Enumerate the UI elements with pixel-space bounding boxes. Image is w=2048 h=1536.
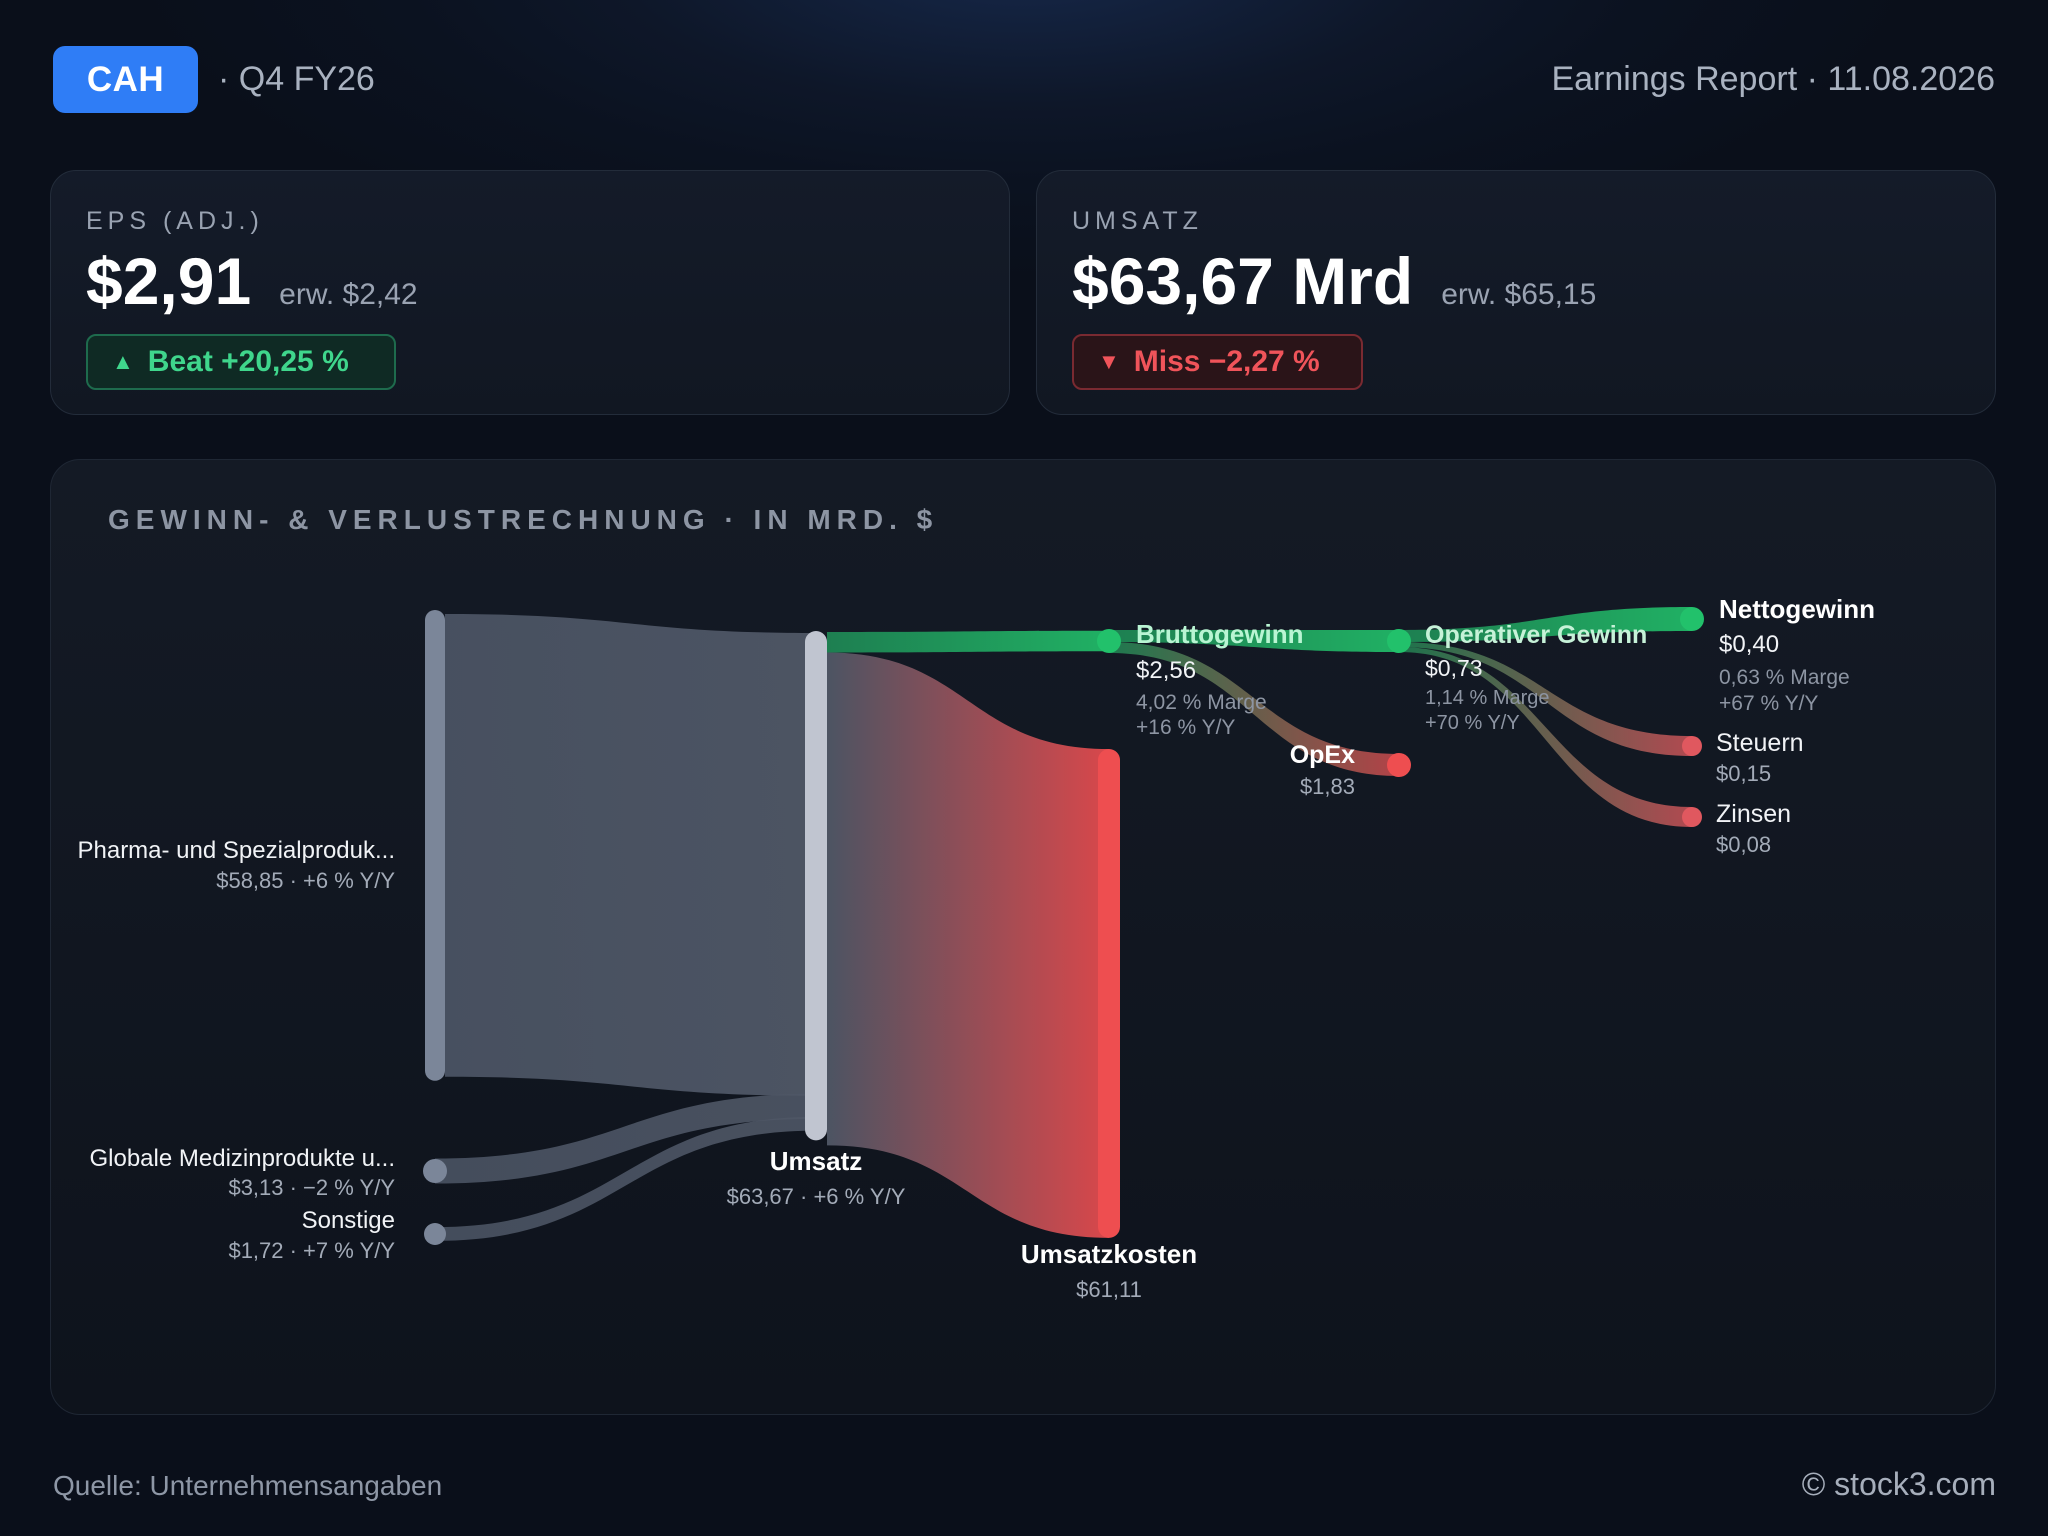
label-umsatz-value: $63,67 · +6 % Y/Y xyxy=(727,1184,906,1209)
label-steuern-value: $0,15 xyxy=(1716,761,1771,786)
label-steuern-name: Steuern xyxy=(1716,729,1804,757)
fiscal-period: · Q4 FY26 xyxy=(218,60,375,98)
eps-value-row: $2,91 erw. $2,42 xyxy=(86,243,418,319)
copyright[interactable]: © stock3.com xyxy=(1801,1466,1996,1502)
label-zinsen-value: $0,08 xyxy=(1716,832,1771,857)
eps-beat-badge: ▲ Beat +20,25 % xyxy=(86,334,396,390)
node-umsatz[interactable] xyxy=(805,631,827,1141)
node-zinsen[interactable] xyxy=(1682,807,1702,827)
label-netto-name: Nettogewinn xyxy=(1719,594,1875,624)
income-statement-panel: GEWINN- & VERLUSTRECHNUNG · IN MRD. $ Ph… xyxy=(50,459,1996,1415)
node-netto[interactable] xyxy=(1680,607,1704,631)
report-date: Earnings Report · 11.08.2026 xyxy=(1551,60,1995,98)
label-brutto-value: $2,56 xyxy=(1136,657,1196,684)
label-zinsen-name: Zinsen xyxy=(1716,800,1791,828)
revenue-card: UMSATZ $63,67 Mrd erw. $65,15 ▼ Miss −2,2… xyxy=(1036,170,1996,415)
link-brutto-opex xyxy=(1109,642,1399,776)
label-pharma-name: Pharma- und Spezialproduk... xyxy=(77,837,395,864)
triangle-up-icon: ▲ xyxy=(112,349,134,374)
label-global-value: $3,13 · −2 % Y/Y xyxy=(228,1175,395,1200)
label-opex-value: $1,83 xyxy=(1300,774,1355,799)
revenue-value: $63,67 Mrd xyxy=(1072,244,1414,318)
label-global-name: Globale Medizinprodukte u... xyxy=(89,1145,395,1172)
eps-card: EPS (ADJ.) $2,91 erw. $2,42 ▲ Beat +20,25… xyxy=(50,170,1010,415)
label-opex-name: OpEx xyxy=(1290,741,1355,769)
eps-label: EPS (ADJ.) xyxy=(86,207,264,235)
label-brutto-yoy: +16 % Y/Y xyxy=(1136,716,1235,739)
label-opgewinn-value: $0,73 xyxy=(1425,655,1483,681)
node-kosten[interactable] xyxy=(1098,749,1120,1238)
eps-value: $2,91 xyxy=(86,244,252,318)
revenue-expected: erw. $65,15 xyxy=(1441,278,1597,311)
triangle-down-icon: ▼ xyxy=(1098,349,1120,374)
link-sonstige-umsatz xyxy=(435,1116,816,1241)
label-umsatz-name: Umsatz xyxy=(770,1146,862,1176)
label-sonstige-name: Sonstige xyxy=(302,1207,395,1234)
sankey-chart: Pharma- und Spezialproduk... $58,85 · +6 … xyxy=(77,594,1875,1302)
link-umsatz-brutto xyxy=(827,630,1109,653)
revenue-label: UMSATZ xyxy=(1072,207,1203,235)
label-sonstige-value: $1,72 · +7 % Y/Y xyxy=(228,1238,395,1263)
label-opgewinn-yoy: +70 % Y/Y xyxy=(1425,712,1520,734)
panel-title: GEWINN- & VERLUSTRECHNUNG · IN MRD. $ xyxy=(108,504,939,535)
node-brutto[interactable] xyxy=(1097,629,1121,653)
revenue-value-row: $63,67 Mrd erw. $65,15 xyxy=(1072,243,1596,319)
link-opgewinn-netto xyxy=(1399,607,1692,642)
node-opgewinn[interactable] xyxy=(1387,629,1411,653)
source-note: Quelle: Unternehmensangaben xyxy=(53,1470,443,1501)
label-netto-value: $0,40 xyxy=(1719,631,1779,658)
ticker-badge[interactable]: CAH xyxy=(53,46,198,113)
link-global-umsatz xyxy=(435,1093,816,1184)
label-kosten-name: Umsatzkosten xyxy=(1021,1239,1197,1269)
label-brutto-margin: 4,02 % Marge xyxy=(1136,691,1267,714)
sankey-labels: Pharma- und Spezialproduk... $58,85 · +6 … xyxy=(77,594,1875,1302)
eps-expected: erw. $2,42 xyxy=(279,278,418,311)
label-netto-yoy: +67 % Y/Y xyxy=(1719,692,1818,715)
node-pharma[interactable] xyxy=(425,610,445,1081)
label-opgewinn-name: Operativer Gewinn xyxy=(1425,621,1647,649)
label-kosten-value: $61,11 xyxy=(1076,1277,1142,1302)
link-opgewinn-zinsen xyxy=(1399,647,1692,827)
label-opgewinn-margin: 1,14 % Marge xyxy=(1425,687,1550,709)
sankey-links xyxy=(435,607,1692,1241)
link-umsatz-kosten xyxy=(827,652,1109,1238)
revenue-miss-badge: ▼ Miss −2,27 % xyxy=(1072,334,1363,390)
label-brutto-name: Bruttogewinn xyxy=(1136,619,1304,649)
revenue-miss-text: Miss −2,27 % xyxy=(1133,345,1320,378)
node-global[interactable] xyxy=(423,1159,447,1183)
node-opex[interactable] xyxy=(1387,753,1411,777)
label-netto-margin: 0,63 % Marge xyxy=(1719,666,1850,689)
sankey-nodes xyxy=(423,607,1704,1245)
link-pharma-umsatz xyxy=(445,614,816,1096)
label-pharma-value: $58,85 · +6 % Y/Y xyxy=(216,868,395,893)
node-steuern[interactable] xyxy=(1682,736,1702,756)
header: CAH · Q4 FY26 Earnings Report · 11.08.20… xyxy=(53,46,1995,114)
link-opgewinn-steuern xyxy=(1399,642,1692,756)
eps-beat-text: Beat +20,25 % xyxy=(147,345,349,378)
link-brutto-opgewinn xyxy=(1109,630,1399,652)
node-sonstige[interactable] xyxy=(424,1223,446,1245)
